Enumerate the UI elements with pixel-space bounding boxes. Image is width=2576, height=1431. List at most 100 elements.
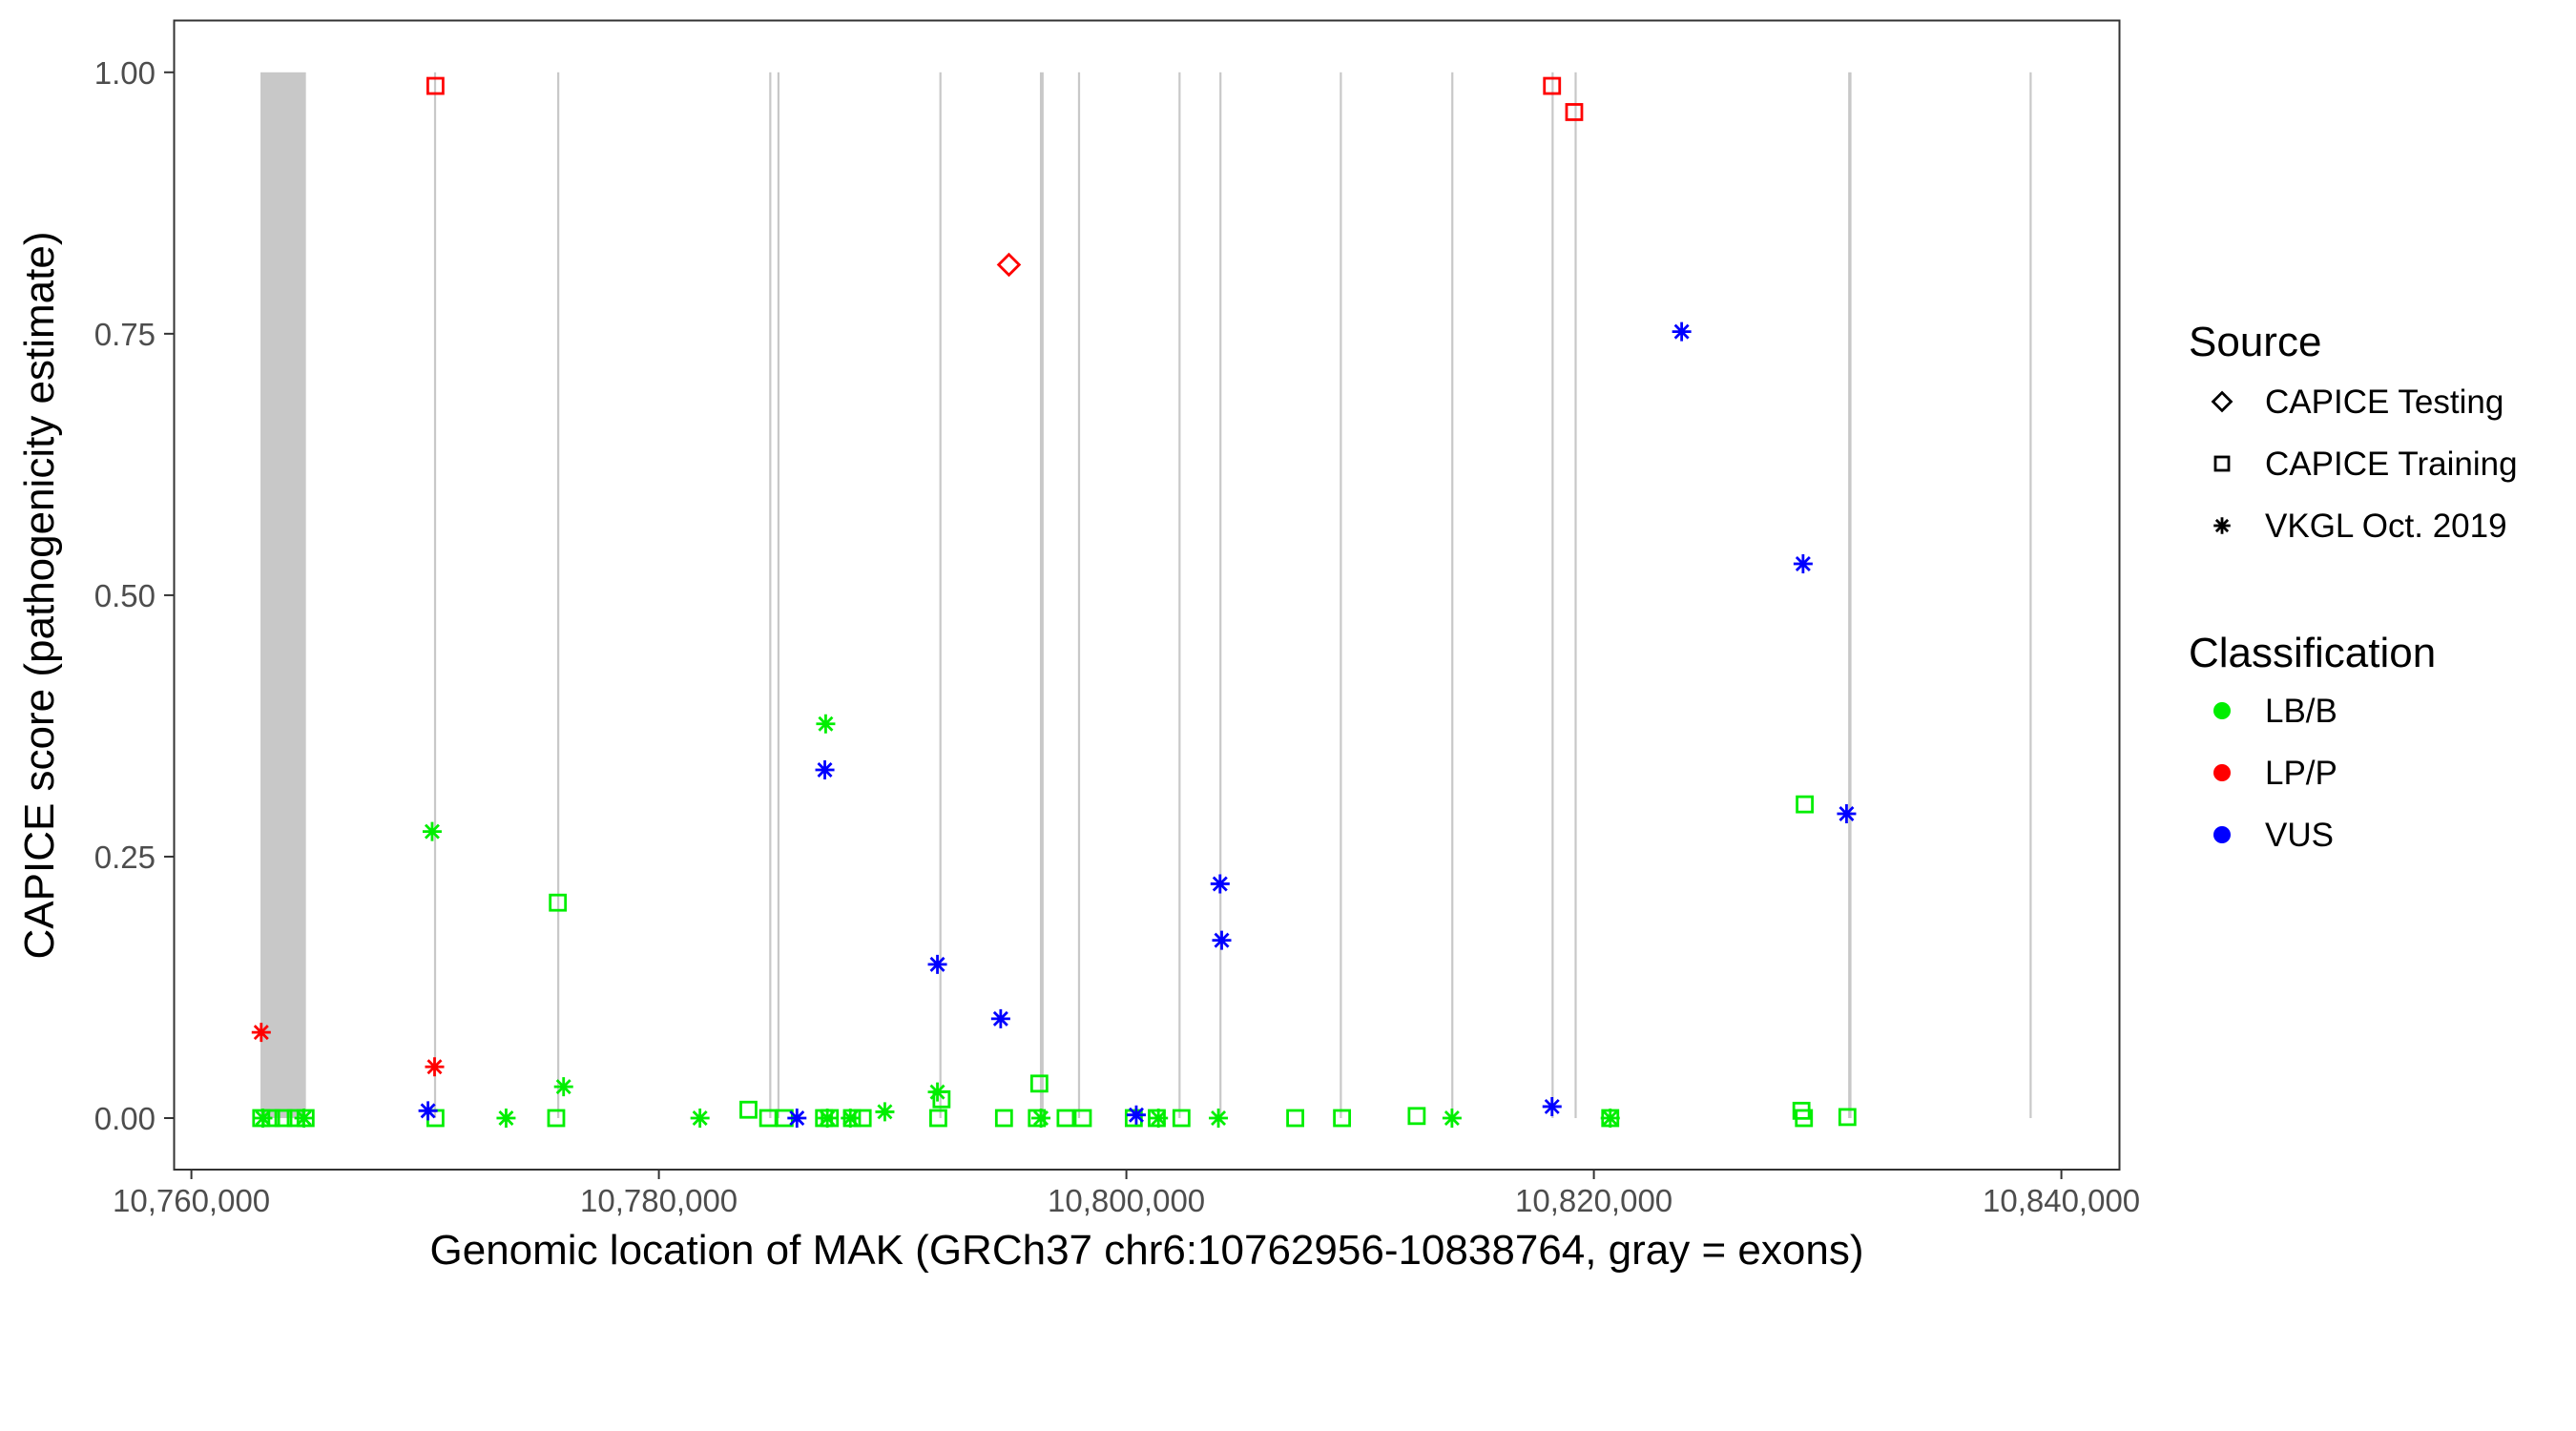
- y-tick-label: 1.00: [94, 55, 156, 91]
- data-point-square: [1795, 1109, 1814, 1128]
- data-point-asterisk: [815, 759, 835, 779]
- data-points: [251, 76, 1857, 1128]
- data-point-diamond: [996, 252, 1022, 278]
- data-point-asterisk: [425, 1057, 445, 1077]
- data-point-asterisk: [253, 1109, 273, 1128]
- x-tick-label: 10,800,000: [1048, 1183, 1205, 1218]
- data-point-square: [547, 1109, 566, 1128]
- exon-band: [433, 72, 437, 1118]
- legend-title-source: Source: [2189, 319, 2321, 365]
- exon-band: [1340, 72, 1342, 1118]
- legend-label: LP/P: [2265, 755, 2337, 792]
- exon-band: [1451, 72, 1454, 1118]
- data-point-asterisk: [875, 1102, 895, 1122]
- data-point-square: [1796, 795, 1814, 814]
- exon-band: [1077, 72, 1081, 1118]
- exon-band: [939, 72, 942, 1118]
- y-tick-label: 0.25: [94, 840, 156, 875]
- data-point-asterisk: [841, 1109, 861, 1128]
- data-point-square: [929, 1109, 947, 1128]
- legend-label: LB/B: [2265, 693, 2337, 730]
- data-point-asterisk: [990, 1008, 1010, 1028]
- data-point-asterisk: [1126, 1105, 1146, 1125]
- legend-key-diamond: [2211, 390, 2233, 413]
- data-point-asterisk: [496, 1109, 516, 1128]
- data-point-square: [1172, 1109, 1191, 1128]
- exon-band: [777, 72, 780, 1118]
- exon-band: [1551, 72, 1554, 1118]
- legend-key-asterisk: [2213, 517, 2231, 534]
- legend-label: VKGL Oct. 2019: [2265, 508, 2507, 545]
- data-point-square: [1056, 1109, 1075, 1128]
- y-tick-label: 0.50: [94, 578, 156, 613]
- data-point-asterisk: [690, 1109, 710, 1128]
- exon-band: [260, 72, 306, 1118]
- data-point-square: [1029, 1074, 1049, 1093]
- exon-bands: [260, 72, 2032, 1118]
- data-point-square: [1333, 1109, 1352, 1128]
- data-point-asterisk: [294, 1109, 314, 1128]
- x-tick-label: 10,820,000: [1515, 1183, 1672, 1218]
- legend-key-dot: [2213, 764, 2231, 781]
- data-point-asterisk: [1600, 1109, 1620, 1128]
- data-point-asterisk: [1031, 1109, 1051, 1128]
- data-point-square: [1565, 103, 1584, 121]
- x-tick-label: 10,780,000: [580, 1183, 737, 1218]
- data-point-asterisk: [1212, 930, 1232, 950]
- exon-band: [1848, 72, 1852, 1118]
- data-point-asterisk: [787, 1109, 807, 1128]
- data-point-square: [1073, 1109, 1092, 1128]
- data-point-square: [549, 893, 568, 912]
- data-point-square: [426, 76, 445, 95]
- x-tick-label: 10,840,000: [1983, 1183, 2140, 1218]
- data-point-square: [758, 1109, 778, 1128]
- data-point-square: [1407, 1107, 1426, 1126]
- data-point-asterisk: [1793, 554, 1813, 574]
- data-point-asterisk: [1542, 1096, 1562, 1116]
- legend-label: VUS: [2265, 817, 2334, 854]
- legend-key-square: [2213, 455, 2231, 472]
- exon-band: [557, 72, 560, 1118]
- y-axis-title: CAPICE score (pathogenicity estimate): [16, 232, 63, 960]
- data-point-asterisk: [1209, 1109, 1229, 1128]
- data-point-asterisk: [1210, 874, 1230, 894]
- data-point-asterisk: [251, 1023, 271, 1043]
- data-point-asterisk: [818, 1109, 838, 1128]
- data-point-asterisk: [422, 821, 442, 841]
- data-point-asterisk: [927, 1082, 947, 1102]
- plot-panel-border: [173, 19, 2121, 1171]
- data-point-square: [1838, 1108, 1857, 1127]
- y-axis: 0.00 0.25 0.50 0.75 1.00: [94, 55, 175, 1136]
- data-point-square: [739, 1100, 758, 1119]
- data-point-square: [274, 1109, 293, 1128]
- exon-band: [2029, 72, 2032, 1118]
- y-tick-label: 0.00: [94, 1101, 156, 1136]
- data-point-asterisk: [1149, 1109, 1169, 1128]
- data-point-asterisk: [1442, 1109, 1462, 1128]
- data-point-asterisk: [553, 1077, 573, 1097]
- data-point-asterisk: [927, 954, 947, 974]
- data-point-asterisk: [1672, 321, 1692, 342]
- exon-band: [1574, 72, 1577, 1118]
- data-point-asterisk: [1837, 804, 1857, 824]
- data-point-square: [1124, 1109, 1143, 1128]
- legend-title-classification: Classification: [2189, 630, 2436, 676]
- legend-label: CAPICE Training: [2265, 446, 2518, 483]
- data-point-square: [1543, 76, 1562, 95]
- exon-band: [1219, 72, 1222, 1118]
- y-tick-label: 0.75: [94, 317, 156, 352]
- x-axis-title: Genomic location of MAK (GRCh37 chr6:107…: [430, 1227, 1864, 1274]
- data-point-asterisk: [418, 1101, 438, 1121]
- x-tick-label: 10,760,000: [113, 1183, 270, 1218]
- exon-band: [769, 72, 772, 1118]
- legend-key-dot: [2213, 702, 2231, 719]
- legend-label: CAPICE Testing: [2265, 384, 2503, 421]
- data-point-asterisk: [816, 714, 836, 734]
- x-axis: 10,760,000 10,780,000 10,800,000 10,820,000…: [113, 1170, 2140, 1218]
- exon-band: [1178, 72, 1181, 1118]
- legend: Source CAPICE Testing CAPICE Training VKGL…: [2189, 319, 2518, 854]
- data-point-square: [994, 1109, 1013, 1128]
- legend-key-dot: [2213, 826, 2231, 843]
- exon-band: [1039, 72, 1044, 1118]
